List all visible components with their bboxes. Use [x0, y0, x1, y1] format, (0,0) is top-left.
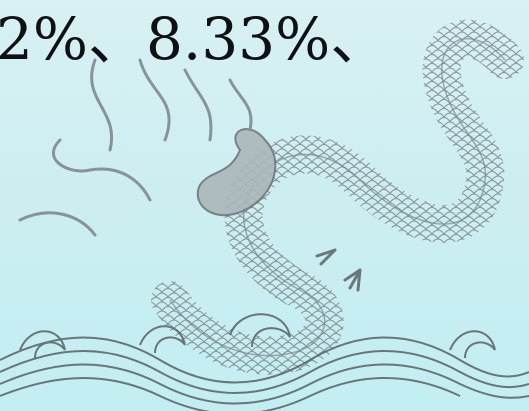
dragon-icon: [18, 19, 524, 375]
waves-icon: [0, 313, 529, 411]
headline-text: 2%、8.33%、: [0, 5, 389, 73]
